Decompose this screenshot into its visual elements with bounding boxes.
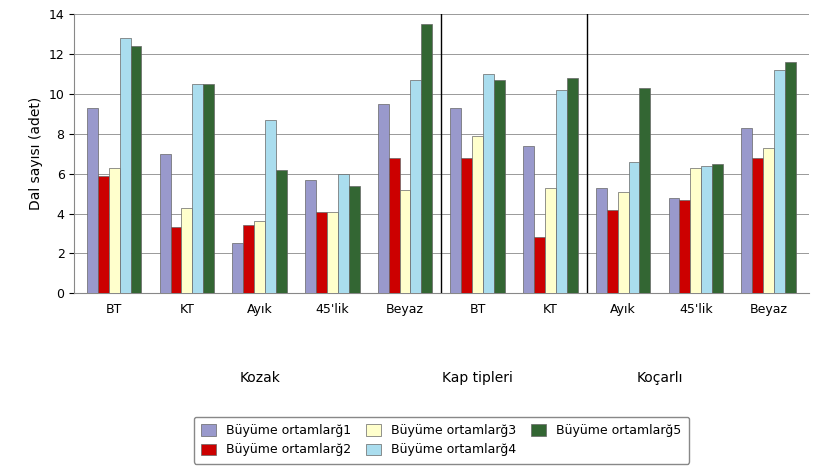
Bar	[523, 146, 534, 293]
Bar	[265, 120, 276, 293]
Bar	[680, 200, 691, 293]
Bar	[182, 208, 192, 293]
Bar	[774, 70, 785, 293]
Legend: Büyüme ortamlarğ1, Büyüme ortamlarğ2, Büyüme ortamlarğ3, Büyüme ortamlarğ4, Büyü: Büyüme ortamlarğ1, Büyüme ortamlarğ2, Bü…	[194, 417, 689, 464]
Bar	[254, 221, 265, 293]
Bar	[691, 168, 701, 293]
Bar	[233, 244, 243, 293]
Bar	[109, 168, 120, 293]
Bar	[618, 192, 629, 293]
Bar	[378, 104, 389, 293]
Bar	[130, 46, 142, 293]
Bar	[534, 237, 545, 293]
Bar	[399, 190, 411, 293]
Bar	[461, 158, 472, 293]
Bar	[606, 210, 618, 293]
Text: Kap tipleri: Kap tipleri	[442, 371, 513, 385]
Bar	[337, 174, 349, 293]
Bar	[701, 166, 712, 293]
Bar	[668, 198, 680, 293]
Bar	[276, 170, 287, 293]
Bar	[160, 154, 171, 293]
Bar	[203, 84, 214, 293]
Bar	[422, 24, 432, 293]
Bar	[494, 80, 505, 293]
Bar	[327, 211, 337, 293]
Bar	[712, 164, 723, 293]
Bar	[556, 90, 567, 293]
Bar	[567, 78, 578, 293]
Y-axis label: Dal sayısı (adet): Dal sayısı (adet)	[29, 97, 43, 210]
Bar	[120, 38, 130, 293]
Bar	[450, 108, 461, 293]
Bar	[545, 188, 556, 293]
Bar	[472, 136, 483, 293]
Bar	[171, 228, 182, 293]
Bar	[752, 158, 763, 293]
Bar	[98, 175, 109, 293]
Bar	[741, 128, 752, 293]
Bar	[629, 162, 639, 293]
Bar	[87, 108, 98, 293]
Bar	[243, 226, 254, 293]
Bar	[349, 185, 360, 293]
Text: Kozak: Kozak	[239, 371, 280, 385]
Bar	[785, 62, 796, 293]
Bar	[411, 80, 422, 293]
Bar	[316, 211, 327, 293]
Bar	[763, 148, 774, 293]
Bar	[596, 188, 606, 293]
Bar	[483, 74, 494, 293]
Bar	[192, 84, 203, 293]
Bar	[639, 88, 650, 293]
Bar	[305, 180, 316, 293]
Bar	[389, 158, 399, 293]
Text: Koçarlı: Koçarlı	[636, 371, 683, 385]
